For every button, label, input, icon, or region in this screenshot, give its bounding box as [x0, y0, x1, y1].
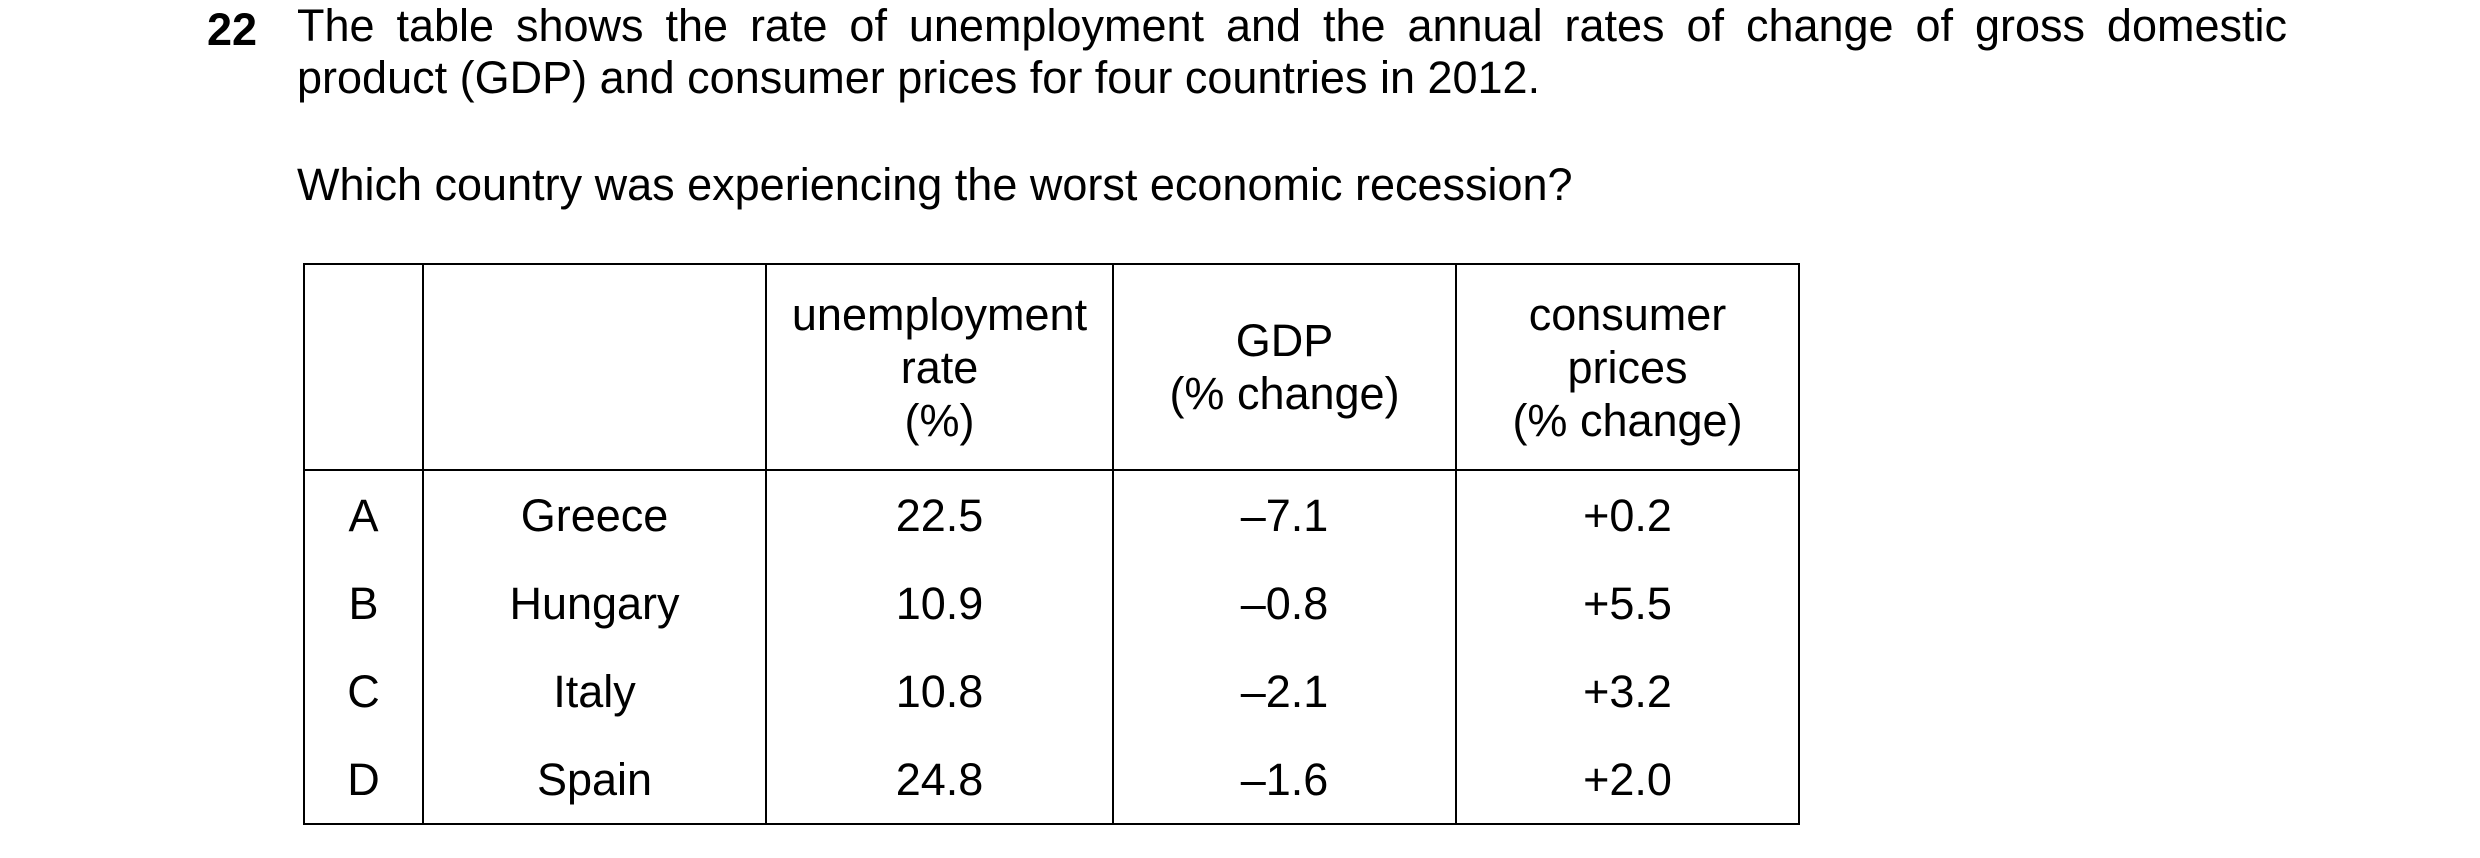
table-row: B Hungary 10.9 –0.8 +5.5: [303, 559, 1800, 647]
header-unemployment-rate: unemployment rate (%): [765, 263, 1114, 471]
row-country: Greece: [422, 470, 767, 559]
row-country: Hungary: [422, 559, 767, 647]
header-gdp-line-2: (% change): [1169, 368, 1400, 419]
header-consumer-prices: consumer prices (% change): [1455, 263, 1800, 471]
row-consumer-prices-change: +2.0: [1455, 735, 1800, 825]
question-stem: The table shows the rate of unemployment…: [297, 0, 2287, 104]
header-consumer-prices-line-2: prices: [1567, 341, 1688, 393]
row-consumer-prices-change: +0.2: [1455, 470, 1800, 559]
header-unemployment-line-3: (%): [904, 394, 975, 446]
question-stem-line-1: The table shows the rate of unemployment…: [297, 0, 2287, 51]
row-letter: B: [303, 559, 424, 647]
header-country: [422, 263, 767, 471]
row-gdp-change: –1.6: [1112, 735, 1457, 825]
header-unemployment-line-2: rate: [900, 341, 979, 393]
row-unemployment-rate: 10.8: [765, 647, 1114, 735]
row-consumer-prices-change: +3.2: [1455, 647, 1800, 735]
row-letter: C: [303, 647, 424, 735]
row-gdp-change: –0.8: [1112, 559, 1457, 647]
row-consumer-prices-change: +5.5: [1455, 559, 1800, 647]
table-row: A Greece 22.5 –7.1 +0.2: [303, 470, 1800, 559]
header-consumer-prices-line-3: (% change): [1512, 394, 1743, 446]
row-gdp-change: –2.1: [1112, 647, 1457, 735]
question-prompt: Which country was experiencing the worst…: [297, 159, 1573, 210]
header-consumer-prices-line-1: consumer: [1528, 288, 1727, 340]
row-gdp-change: –7.1: [1112, 470, 1457, 559]
header-gdp: GDP (% change): [1112, 263, 1457, 471]
row-letter: A: [303, 470, 424, 559]
row-letter: D: [303, 735, 424, 825]
question-number: 22: [207, 4, 258, 55]
header-letter: [303, 263, 424, 471]
row-unemployment-rate: 10.9: [765, 559, 1114, 647]
row-country: Italy: [422, 647, 767, 735]
row-country: Spain: [422, 735, 767, 825]
economic-data-table: unemployment rate (%) GDP (% change) con…: [303, 263, 1800, 825]
table-row: D Spain 24.8 –1.6 +2.0: [303, 735, 1800, 825]
table-header-row: unemployment rate (%) GDP (% change) con…: [303, 263, 1800, 471]
header-gdp-line-1: GDP: [1235, 315, 1334, 366]
table-row: C Italy 10.8 –2.1 +3.2: [303, 647, 1800, 735]
question-stem-line-2: product (GDP) and consumer prices for fo…: [297, 52, 1541, 103]
row-unemployment-rate: 22.5: [765, 470, 1114, 559]
header-unemployment-line-1: unemployment: [791, 288, 1088, 340]
row-unemployment-rate: 24.8: [765, 735, 1114, 825]
